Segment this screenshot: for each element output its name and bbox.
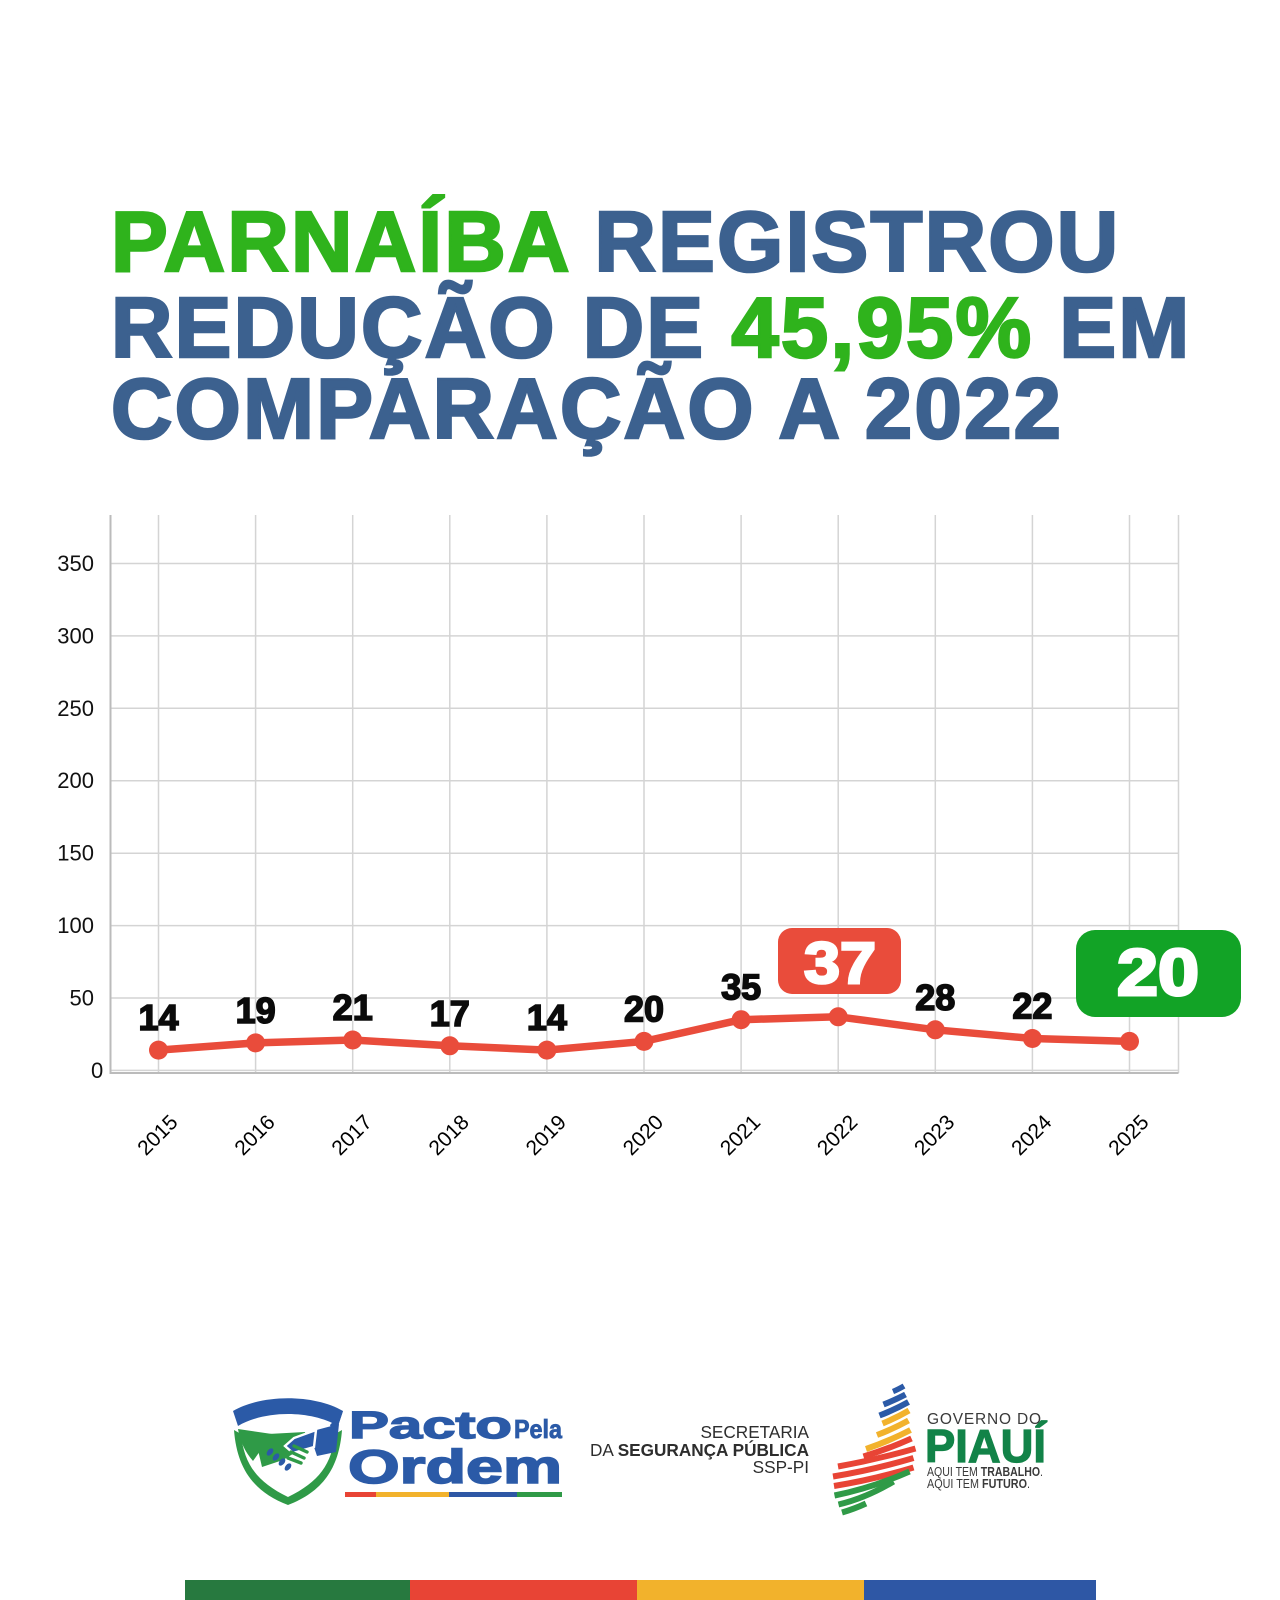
svg-text:300: 300 (57, 623, 94, 648)
svg-text:350: 350 (57, 551, 94, 576)
svg-text:19: 19 (236, 990, 276, 1031)
svg-text:200: 200 (57, 768, 94, 793)
svg-text:COMPARAÇÃO A 2022: COMPARAÇÃO A 2022 (111, 361, 1063, 457)
svg-text:Pela: Pela (514, 1414, 562, 1444)
svg-text:37: 37 (804, 931, 876, 996)
svg-text:SECRETARIA: SECRETARIA (700, 1422, 809, 1442)
svg-text:14: 14 (527, 997, 567, 1038)
svg-text:AQUI TEM FUTURO.: AQUI TEM FUTURO. (927, 1477, 1030, 1491)
svg-text:14: 14 (138, 997, 178, 1038)
svg-text:250: 250 (57, 696, 94, 721)
svg-text:2019: 2019 (522, 1111, 571, 1160)
svg-text:2015: 2015 (133, 1111, 182, 1160)
svg-text:AQUI TEM TRABALHO.: AQUI TEM TRABALHO. (927, 1465, 1043, 1479)
svg-text:21: 21 (333, 987, 373, 1028)
svg-text:28: 28 (915, 977, 955, 1018)
svg-text:PIAUÍ: PIAUÍ (925, 1420, 1047, 1472)
svg-text:Pacto: Pacto (349, 1405, 512, 1447)
svg-text:GOVERNO DO: GOVERNO DO (927, 1411, 1043, 1428)
svg-text:2024: 2024 (1007, 1111, 1057, 1161)
svg-text:2023: 2023 (910, 1111, 959, 1160)
svg-text:DA SEGURANÇA PÚBLICA: DA SEGURANÇA PÚBLICA (590, 1440, 809, 1460)
svg-text:100: 100 (57, 913, 94, 938)
svg-text:35: 35 (721, 967, 761, 1008)
svg-text:2017: 2017 (327, 1111, 376, 1160)
svg-text:2016: 2016 (230, 1111, 279, 1160)
svg-text:20: 20 (624, 988, 664, 1029)
svg-text:20: 20 (1117, 935, 1199, 1009)
svg-text:150: 150 (57, 841, 94, 866)
svg-text:Ordem: Ordem (348, 1440, 562, 1493)
svg-text:2022: 2022 (813, 1111, 862, 1160)
svg-text:2018: 2018 (425, 1111, 474, 1160)
svg-text:REDUÇÃO DE 45,95% EM: REDUÇÃO DE 45,95% EM (111, 280, 1191, 376)
svg-text:22: 22 (1012, 986, 1052, 1027)
svg-text:17: 17 (430, 993, 470, 1034)
svg-text:50: 50 (70, 986, 94, 1011)
svg-text:0: 0 (91, 1058, 103, 1083)
svg-text:2021: 2021 (716, 1111, 765, 1160)
svg-text:2025: 2025 (1104, 1111, 1153, 1160)
svg-text:2020: 2020 (619, 1111, 668, 1160)
svg-text:PARNAÍBA REGISTROU: PARNAÍBA REGISTROU (111, 195, 1121, 290)
svg-text:SSP-PI: SSP-PI (753, 1457, 809, 1477)
